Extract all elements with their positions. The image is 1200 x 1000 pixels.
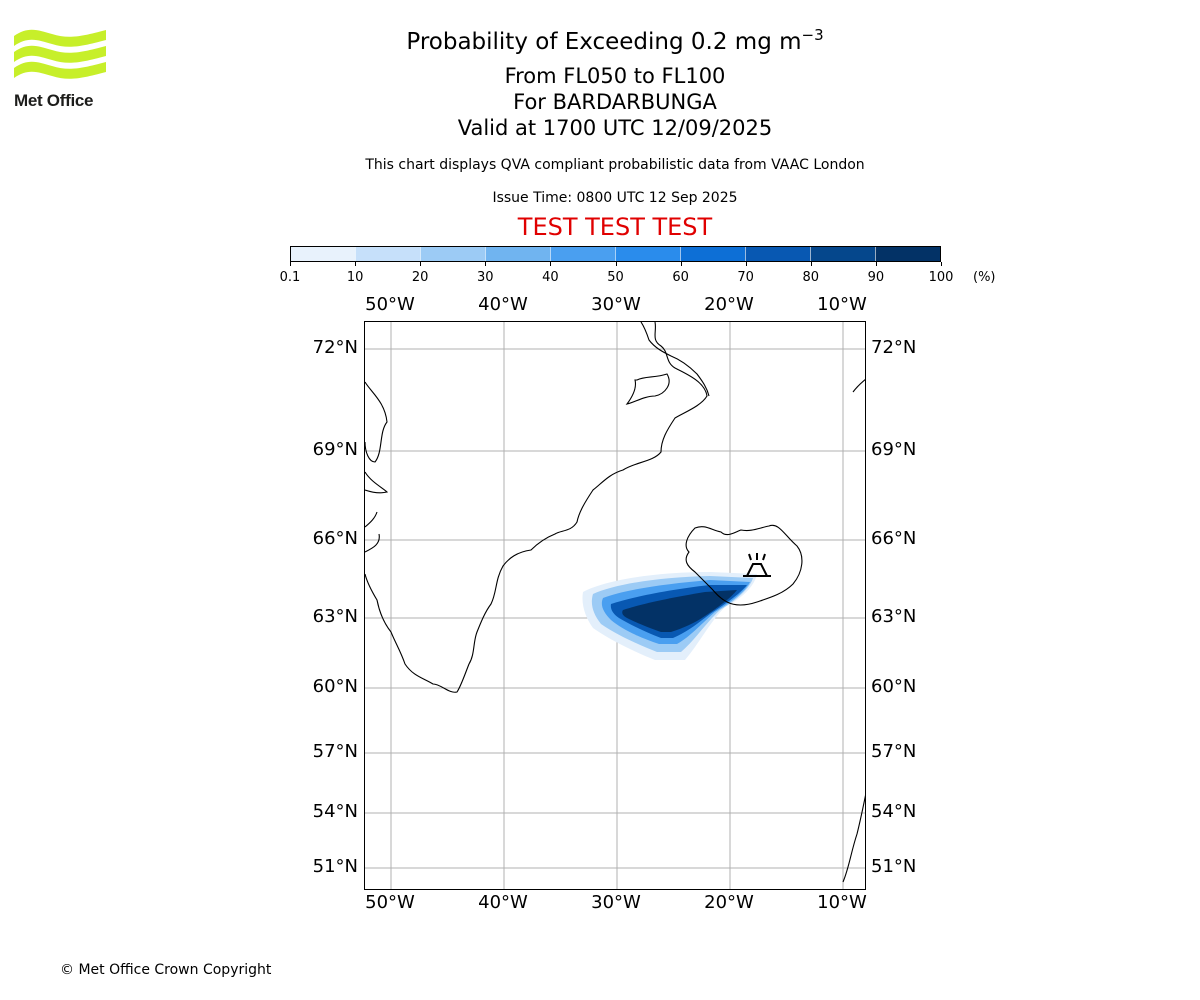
colorbar-tick-label: 0.1 bbox=[279, 270, 301, 285]
colorbar-tick-label: 90 bbox=[867, 270, 885, 285]
met-office-logo: Met Office bbox=[14, 28, 108, 112]
longitude-label: 30°W bbox=[591, 294, 641, 315]
latitude-label: 54°N bbox=[871, 801, 917, 822]
colorbar-segment bbox=[680, 247, 745, 261]
colorbar-segment bbox=[420, 247, 485, 261]
colorbar-tick-mark bbox=[355, 262, 357, 266]
colorbar-tick-label: 80 bbox=[802, 270, 820, 285]
longitude-label: 20°W bbox=[704, 892, 754, 913]
colorbar-segment bbox=[485, 247, 550, 261]
chart-title-text: Probability of Exceeding 0.2 mg m bbox=[406, 29, 802, 55]
logo-text: Met Office bbox=[14, 91, 94, 110]
gridlines bbox=[365, 322, 865, 889]
chart-title-superscript: −3 bbox=[801, 26, 824, 44]
longitude-label: 50°W bbox=[365, 294, 415, 315]
longitude-label: 10°W bbox=[817, 294, 867, 315]
colorbar-tick-label: 100 bbox=[928, 270, 954, 285]
test-banner: TEST TEST TEST bbox=[517, 213, 713, 241]
chart-title: Probability of Exceeding 0.2 mg m−3 bbox=[0, 26, 1200, 55]
flight-levels: From FL050 to FL100 bbox=[504, 64, 726, 88]
issue-time: Issue Time: 0800 UTC 12 Sep 2025 bbox=[492, 190, 738, 206]
colorbar-tick-mark bbox=[875, 262, 877, 266]
colorbar bbox=[290, 246, 941, 262]
latitude-label: 72°N bbox=[312, 337, 358, 358]
subtitle: This chart displays QVA compliant probab… bbox=[365, 157, 865, 173]
colorbar-unit: (%) bbox=[973, 270, 996, 285]
colorbar-tick-mark bbox=[680, 262, 682, 266]
colorbar-segment bbox=[291, 247, 355, 261]
colorbar-segment bbox=[875, 247, 940, 261]
colorbar-tick-mark bbox=[745, 262, 747, 266]
colorbar-segment bbox=[615, 247, 680, 261]
coastlines bbox=[365, 322, 865, 883]
colorbar-tick-label: 70 bbox=[737, 270, 754, 285]
logo-waves-icon bbox=[14, 29, 106, 79]
colorbar-tick-label: 40 bbox=[542, 270, 559, 285]
chart-title-details: From FL050 to FL100 For BARDARBUNGA Vali… bbox=[0, 63, 1200, 141]
longitude-label: 50°W bbox=[365, 892, 415, 913]
latitude-label: 72°N bbox=[871, 337, 917, 358]
valid-time: Valid at 1700 UTC 12/09/2025 bbox=[457, 116, 773, 140]
latitude-label: 54°N bbox=[312, 801, 358, 822]
latitude-label: 57°N bbox=[871, 741, 917, 762]
longitude-label: 20°W bbox=[704, 294, 754, 315]
map-svg bbox=[365, 322, 865, 889]
colorbar-tick-label: 20 bbox=[411, 270, 429, 285]
longitude-label: 10°W bbox=[817, 892, 867, 913]
longitude-label: 40°W bbox=[478, 892, 528, 913]
latitude-label: 60°N bbox=[312, 676, 358, 697]
longitude-label: 40°W bbox=[478, 294, 528, 315]
colorbar-tick-mark bbox=[420, 262, 422, 266]
colorbar-tick-label: 50 bbox=[607, 270, 624, 285]
latitude-label: 63°N bbox=[312, 606, 358, 627]
colorbar-tick-label: 10 bbox=[346, 270, 364, 285]
volcano-icon bbox=[743, 553, 771, 577]
colorbar-tick-mark bbox=[485, 262, 487, 266]
volcano-name: For BARDARBUNGA bbox=[513, 90, 717, 114]
colorbar-tick-mark bbox=[810, 262, 812, 266]
colorbar-segment bbox=[550, 247, 615, 261]
latitude-label: 66°N bbox=[312, 528, 358, 549]
latitude-label: 51°N bbox=[312, 856, 358, 877]
latitude-label: 57°N bbox=[312, 741, 358, 762]
colorbar-tick-mark bbox=[290, 262, 291, 266]
latitude-label: 60°N bbox=[871, 676, 917, 697]
latitude-label: 69°N bbox=[871, 439, 917, 460]
colorbar-segment bbox=[810, 247, 875, 261]
colorbar-segment bbox=[355, 247, 420, 261]
colorbar-tick-mark bbox=[941, 262, 942, 266]
latitude-label: 63°N bbox=[871, 606, 917, 627]
colorbar-tick-mark bbox=[550, 262, 552, 266]
latitude-label: 69°N bbox=[312, 439, 358, 460]
colorbar-segment bbox=[745, 247, 810, 261]
latitude-label: 51°N bbox=[871, 856, 917, 877]
copyright: © Met Office Crown Copyright bbox=[60, 962, 272, 978]
colorbar-tick-mark bbox=[615, 262, 617, 266]
colorbar-tick-label: 30 bbox=[477, 270, 494, 285]
map-panel bbox=[364, 321, 866, 890]
ash-plume bbox=[582, 572, 757, 660]
longitude-label: 30°W bbox=[591, 892, 641, 913]
colorbar-tick-label: 60 bbox=[672, 270, 689, 285]
latitude-label: 66°N bbox=[871, 528, 917, 549]
